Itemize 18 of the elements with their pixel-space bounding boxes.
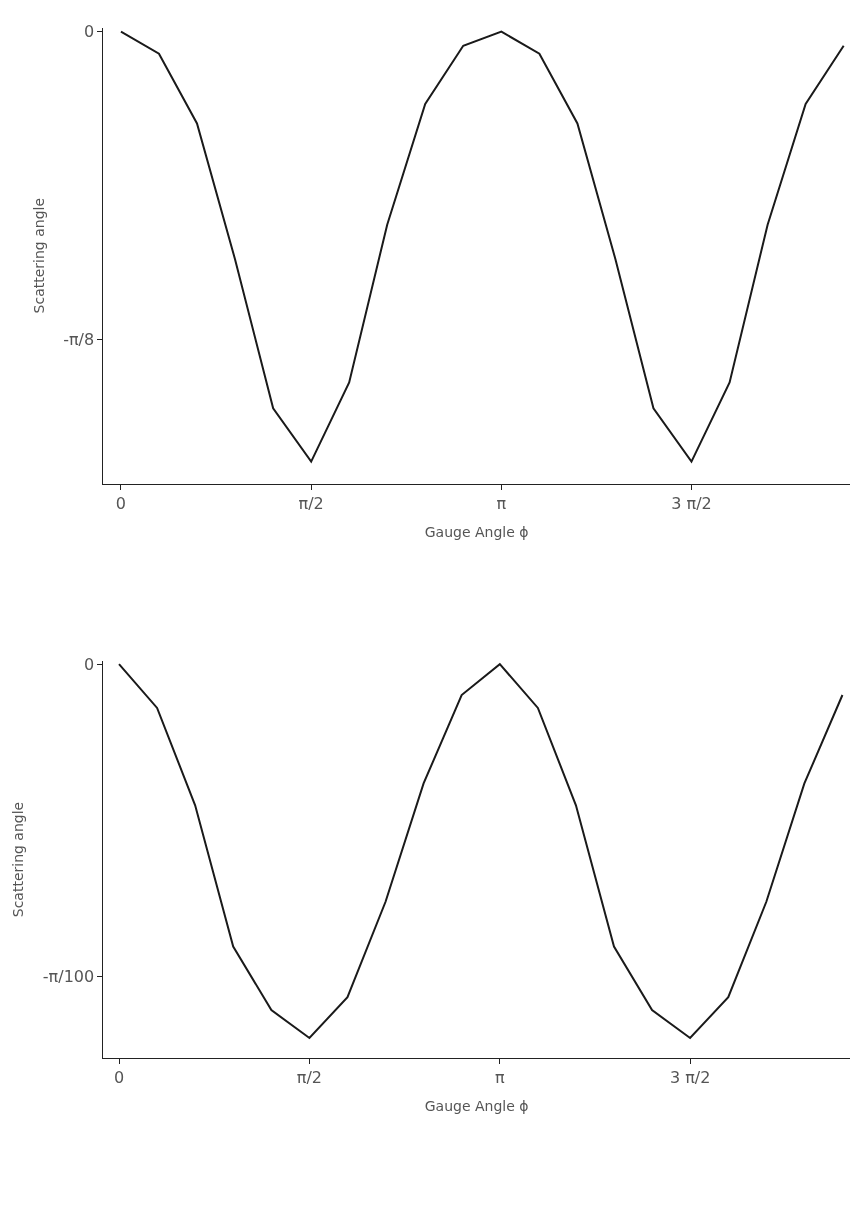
x-axis-title: Gauge Angle ϕ [424, 524, 529, 541]
line-series [119, 30, 845, 463]
x-tick-label: 3 π/2 [669, 1068, 711, 1088]
line-series [118, 663, 844, 1039]
y-axis-title: Scattering angle [10, 801, 27, 918]
x-tick-label: 0 [113, 1068, 125, 1088]
x-tick-label: π [496, 493, 507, 513]
x-tick-label: π/2 [296, 1068, 322, 1088]
x-tick-label: 0 [115, 493, 127, 513]
y-tick-label: 0 [84, 22, 95, 42]
y-tick-label: -π/100 [42, 967, 95, 987]
x-tick-label: π/2 [298, 493, 324, 513]
x-tick-label: π [494, 1068, 505, 1088]
x-axis-title: Gauge Angle ϕ [424, 1098, 529, 1115]
y-axis-title: Scattering angle [30, 197, 47, 314]
y-tick-label: 0 [84, 654, 95, 674]
x-tick-label: 3 π/2 [671, 493, 712, 513]
y-tick-label: -π/8 [63, 330, 95, 350]
